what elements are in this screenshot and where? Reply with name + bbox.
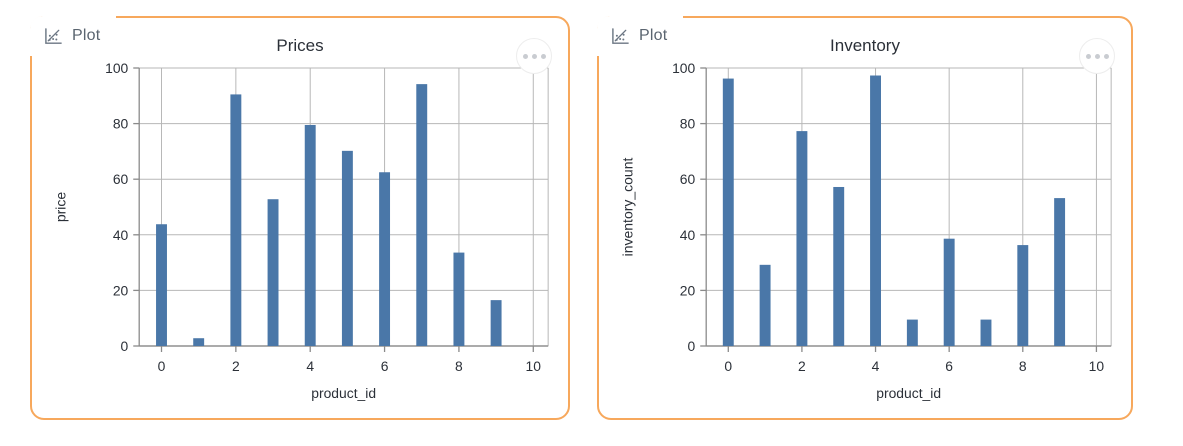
y-tick-label: 40 [680,227,696,243]
y-tick-label: 100 [105,60,128,76]
bar-chart-prices: 0 20 40 60 80 100 0 2 4 6 8 10 product_id price [53,60,549,401]
bar [980,319,992,346]
y-tick-label: 100 [672,60,695,76]
x-tick-label: 8 [1019,358,1027,374]
y-tick-label: 80 [113,116,129,132]
x-tick-label: 0 [724,358,732,374]
x-axis-label: product_id [876,385,941,401]
x-tick-label: 8 [455,358,463,374]
scatter-plot-icon [44,27,63,46]
y-tick-label: 40 [113,227,129,243]
bar [453,252,465,346]
panel-more-button[interactable] [1079,38,1115,74]
bar [943,238,955,346]
y-tick-label: 60 [113,171,129,187]
y-tick-label: 20 [680,282,696,298]
bar [304,124,316,347]
bar [833,186,845,346]
bar [416,84,428,347]
ellipsis-icon-dot [1094,53,1100,59]
tab-plot[interactable]: Plot [30,16,117,56]
tab-label: Plot [72,27,101,44]
plot-panel-prices: Plot Prices 0 20 40 60 80 100 0 2 4 6 8 10 product_i… [30,16,570,420]
x-axis-label: product_id [311,385,376,401]
panel-more-button[interactable] [516,38,552,74]
scatter-plot-icon [611,27,630,46]
bar-chart-inventory: 0 20 40 60 80 100 0 2 4 6 8 10 product_id inventory_c… [620,60,1112,401]
y-axis-label: inventory_count [620,157,636,256]
x-tick-label: 6 [945,358,953,374]
ellipsis-icon-dot [522,53,528,59]
ellipsis-icon-dot [1103,53,1109,59]
tab-label: Plot [639,27,668,44]
chart-area-inventory: 0 20 40 60 80 100 0 2 4 6 8 10 product_id inventory_c… [599,52,1131,420]
x-tick-label: 4 [306,358,314,374]
y-tick-label: 20 [113,282,129,298]
x-tick-label: 6 [381,358,389,374]
y-tick-label: 0 [688,338,696,354]
ellipsis-icon-dot [1085,53,1091,59]
bar [796,131,808,346]
bar [267,199,279,346]
tab-plot[interactable]: Plot [597,16,684,56]
x-tick-label: 0 [158,358,166,374]
bar [379,172,391,346]
y-tick-label: 60 [680,171,696,187]
chart-area-prices: 0 20 40 60 80 100 0 2 4 6 8 10 product_id price [32,52,568,420]
x-tick-label: 10 [1089,358,1105,374]
bar [193,338,205,346]
x-tick-label: 2 [798,358,806,374]
x-tick-label: 4 [872,358,880,374]
y-tick-label: 80 [680,116,696,132]
bar [759,264,771,346]
x-tick-label: 10 [526,358,542,374]
y-tick-label: 0 [121,338,129,354]
bar [490,300,502,346]
ellipsis-icon-dot [540,53,546,59]
plot-panel-inventory: Plot Inventory 0 20 40 60 80 100 0 2 4 6 8 10 produc… [597,16,1133,420]
bar [156,224,167,346]
bar [906,319,918,346]
bar [722,78,734,346]
bar [341,150,353,346]
y-axis-label: price [53,192,69,223]
bar [1054,198,1066,346]
x-tick-label: 2 [232,358,240,374]
ellipsis-icon-dot [531,53,537,59]
bar [870,75,881,347]
bar [230,94,242,346]
bar [1017,245,1029,346]
